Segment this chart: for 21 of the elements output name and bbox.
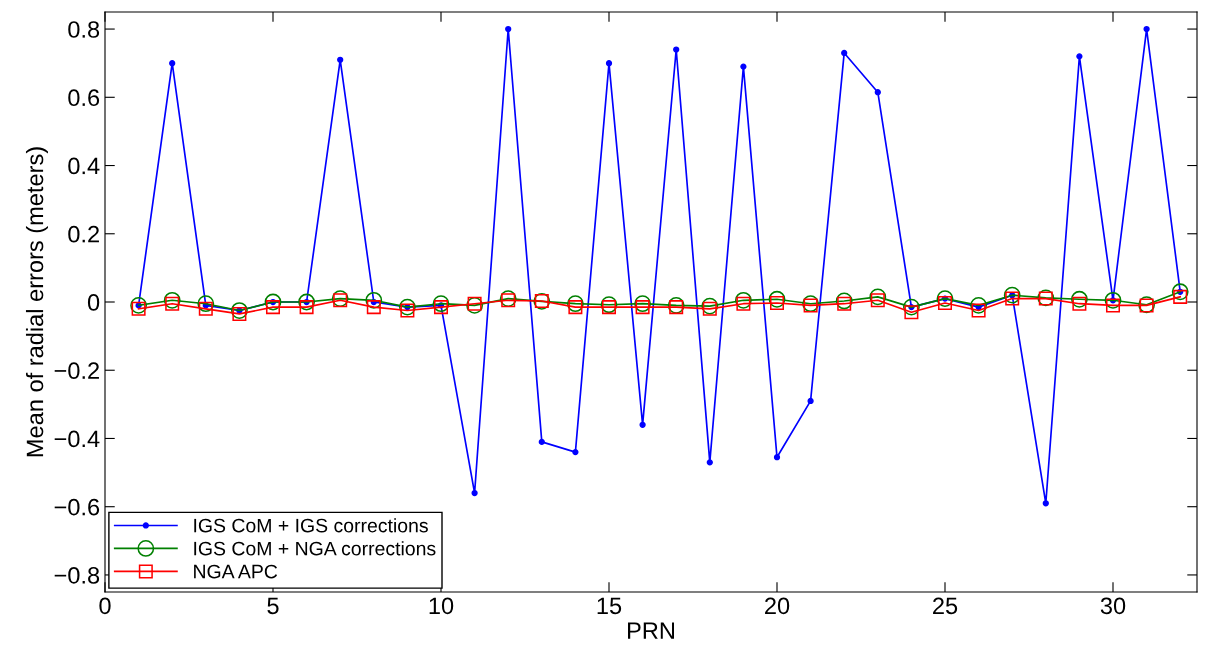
y-tick-label: 0.2 bbox=[68, 225, 99, 243]
y-tick-label: −0.6 bbox=[54, 498, 100, 516]
x-tick-label: 30 bbox=[1100, 597, 1126, 615]
y-tick-label: 0 bbox=[87, 294, 100, 311]
x-tick-label: 20 bbox=[765, 597, 790, 615]
y-tick-label: 0.8 bbox=[68, 21, 100, 38]
y-tick-label: 0.6 bbox=[68, 89, 100, 107]
x-tick-label: 0 bbox=[99, 597, 111, 615]
legend-label: IGS CoM + NGA corrections bbox=[194, 541, 436, 556]
legend-label: IGS CoM + IGS corrections bbox=[194, 518, 428, 533]
legend-label: NGA APC bbox=[194, 564, 278, 579]
y-tick-label: −0.8 bbox=[54, 567, 100, 584]
y-axis-title: Mean of radial errors (meters) bbox=[25, 147, 48, 457]
x-axis-title: PRN bbox=[628, 622, 674, 639]
x-tick-label: 5 bbox=[267, 597, 279, 615]
x-tick-label: 25 bbox=[933, 597, 958, 615]
x-tick-label: 15 bbox=[597, 597, 622, 615]
y-tick-label: −0.2 bbox=[54, 362, 99, 380]
y-tick-label: −0.4 bbox=[54, 430, 100, 448]
y-tick-label: 0.4 bbox=[68, 157, 100, 175]
x-tick-label: 10 bbox=[429, 597, 454, 615]
